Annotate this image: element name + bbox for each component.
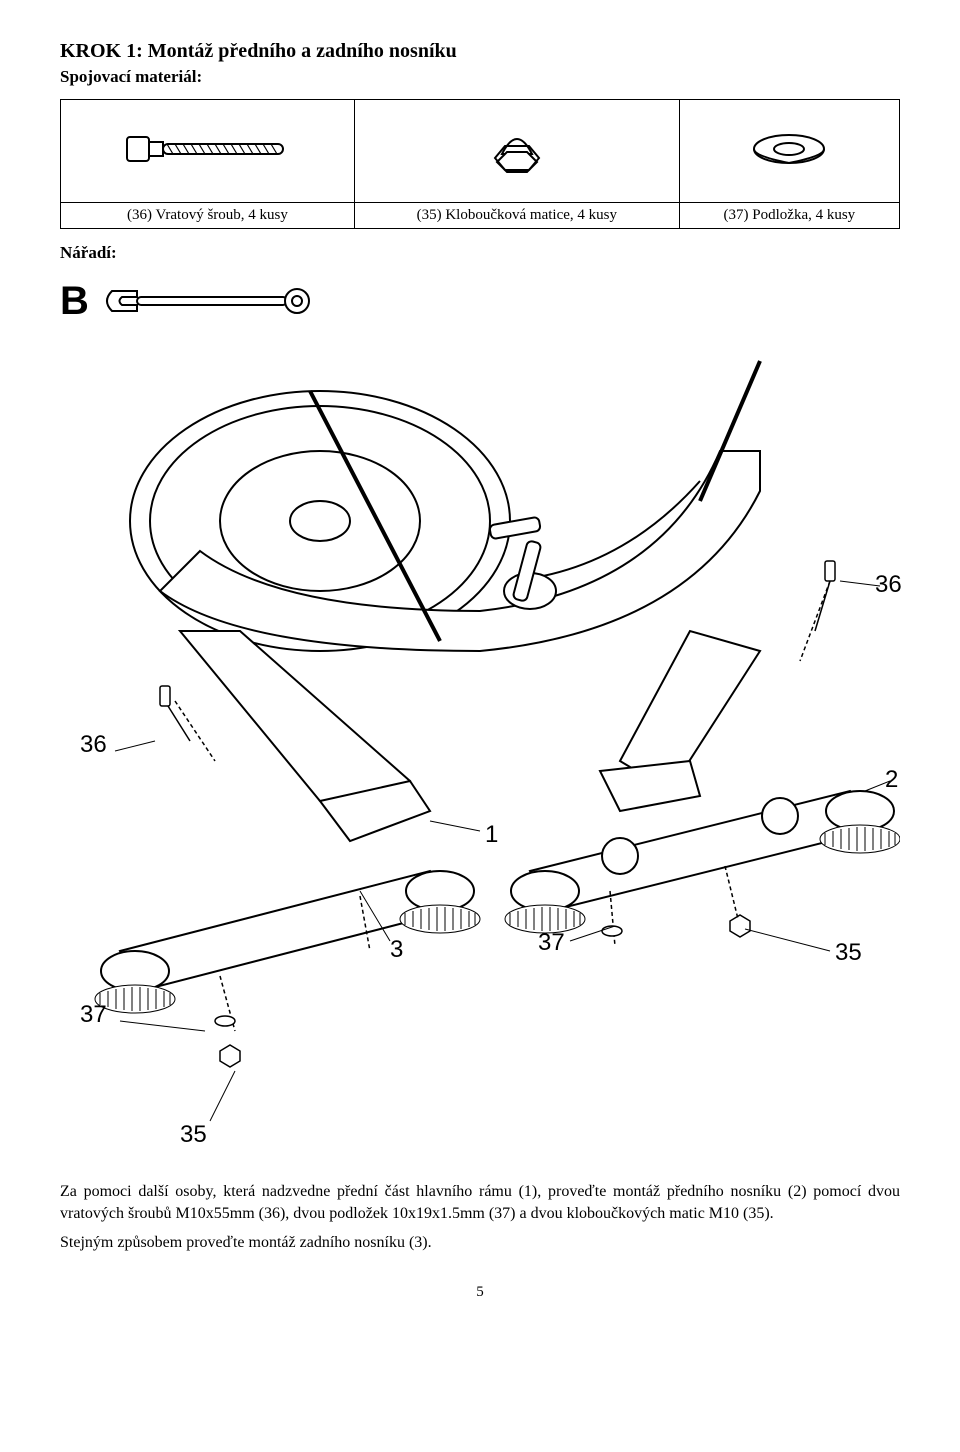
washer-icon [744,124,834,174]
part-capnut-image-cell [354,100,679,203]
part-washer-label: (37) Podložka, 4 kusy [679,203,899,229]
part-bolt-image-cell [61,100,355,203]
callout-37-right: 37 [538,929,565,957]
capnut-icon [477,114,557,184]
part-bolt-label: (36) Vratový šroub, 4 kusy [61,203,355,229]
callout-35-right: 35 [835,939,862,967]
instruction-paragraph-2: Stejným způsobem proveďte montáž zadního… [60,1232,900,1254]
materials-subtitle: Spojovací materiál: [60,67,900,87]
callout-36-left: 36 [80,731,107,759]
callout-37-left: 37 [80,1001,107,1029]
parts-table: (36) Vratový šroub, 4 kusy (35) Kloboučk… [60,99,900,229]
part-capnut-label: (35) Kloboučková matice, 4 kusy [354,203,679,229]
part-washer-image-cell [679,100,899,203]
assembly-diagram: 36 37 35 1 3 37 36 2 35 [60,331,900,1171]
tools-label: Nářadí: [60,243,900,263]
callout-3: 3 [390,936,403,964]
step-title: KROK 1: Montáž předního a zadního nosník… [60,40,900,63]
callout-36-right: 36 [875,571,902,599]
callout-35-left: 35 [180,1121,207,1149]
callout-2: 2 [885,766,898,794]
tool-row: B [60,271,900,331]
callout-1: 1 [485,821,498,849]
page-number: 5 [60,1284,900,1301]
tool-letter: B [60,279,89,324]
instruction-paragraph-1: Za pomoci další osoby, která nadzvedne p… [60,1181,900,1224]
wrench-icon [97,271,317,331]
bolt-icon [117,119,297,179]
